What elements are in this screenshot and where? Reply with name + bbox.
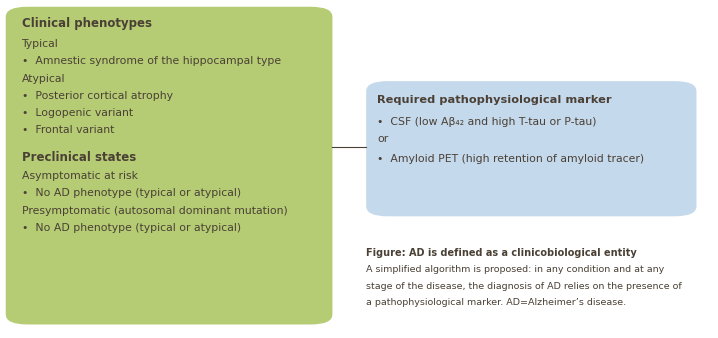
Text: Asymptomatic at risk: Asymptomatic at risk [22, 171, 138, 181]
Text: Typical: Typical [22, 39, 58, 49]
FancyBboxPatch shape [6, 7, 332, 324]
Text: Figure: AD is defined as a clinicobiological entity: Figure: AD is defined as a clinicobiolog… [366, 248, 637, 259]
Text: •  Amnestic syndrome of the hippocampal type: • Amnestic syndrome of the hippocampal t… [22, 56, 281, 66]
Text: A simplified algorithm is proposed: in any condition and at any: A simplified algorithm is proposed: in a… [366, 265, 664, 274]
FancyBboxPatch shape [366, 81, 696, 216]
Text: •  Amyloid PET (high retention of amyloid tracer): • Amyloid PET (high retention of amyloid… [377, 154, 644, 164]
Text: stage of the disease, the diagnosis of AD relies on the presence of: stage of the disease, the diagnosis of A… [366, 282, 682, 291]
Text: •  CSF (low Aβ₄₂ and high T-tau or P-tau): • CSF (low Aβ₄₂ and high T-tau or P-tau) [377, 117, 597, 127]
Text: or: or [377, 134, 388, 144]
Text: Clinical phenotypes: Clinical phenotypes [22, 17, 151, 30]
Text: Required pathophysiological marker: Required pathophysiological marker [377, 95, 612, 105]
Text: •  Frontal variant: • Frontal variant [22, 125, 114, 135]
Text: Presymptomatic (autosomal dominant mutation): Presymptomatic (autosomal dominant mutat… [22, 206, 287, 216]
Text: •  No AD phenotype (typical or atypical): • No AD phenotype (typical or atypical) [22, 223, 241, 233]
Text: a pathophysiological marker. AD=Alzheimer’s disease.: a pathophysiological marker. AD=Alzheime… [366, 298, 626, 307]
Text: •  Logopenic variant: • Logopenic variant [22, 108, 133, 118]
Text: •  No AD phenotype (typical or atypical): • No AD phenotype (typical or atypical) [22, 188, 241, 198]
Text: Atypical: Atypical [22, 74, 65, 84]
Text: Preclinical states: Preclinical states [22, 151, 136, 164]
Text: •  Posterior cortical atrophy: • Posterior cortical atrophy [22, 91, 172, 101]
